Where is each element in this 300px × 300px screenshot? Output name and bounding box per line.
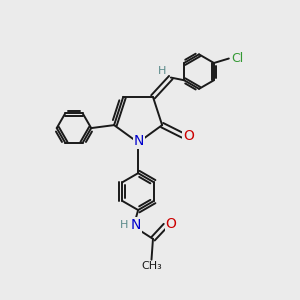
Text: H: H [158, 66, 167, 76]
Text: O: O [165, 217, 176, 231]
Text: Cl: Cl [231, 52, 243, 65]
Text: CH₃: CH₃ [141, 261, 162, 271]
Text: N: N [130, 218, 141, 232]
Text: O: O [183, 128, 194, 142]
Text: H: H [120, 220, 128, 230]
Text: N: N [134, 134, 145, 148]
